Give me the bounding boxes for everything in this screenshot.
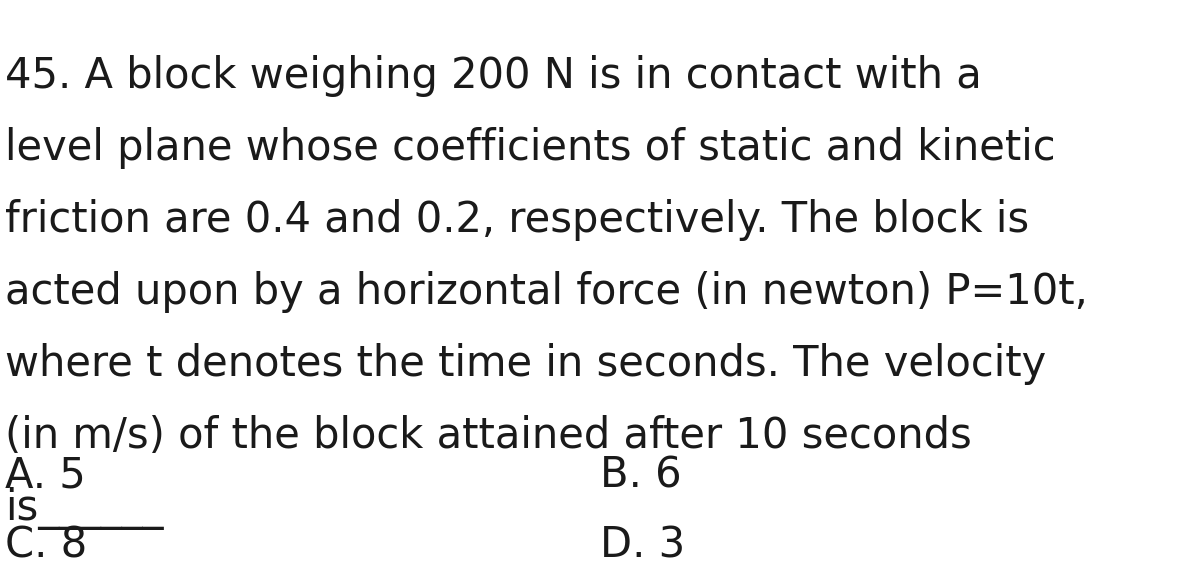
Text: A. 5: A. 5 bbox=[5, 455, 85, 497]
Text: acted upon by a horizontal force (in newton) P=10t,: acted upon by a horizontal force (in new… bbox=[5, 271, 1088, 313]
Text: B. 6: B. 6 bbox=[600, 455, 682, 497]
Text: D. 3: D. 3 bbox=[600, 525, 685, 567]
Text: friction are 0.4 and 0.2, respectively. The block is: friction are 0.4 and 0.2, respectively. … bbox=[5, 199, 1030, 241]
Text: is______: is______ bbox=[5, 487, 163, 530]
Text: 45. A block weighing 200 N is in contact with a: 45. A block weighing 200 N is in contact… bbox=[5, 55, 982, 97]
Text: (in m/s) of the block attained after 10 seconds: (in m/s) of the block attained after 10 … bbox=[5, 415, 972, 457]
Text: C. 8: C. 8 bbox=[5, 525, 88, 567]
Text: level plane whose coefficients of static and kinetic: level plane whose coefficients of static… bbox=[5, 127, 1056, 169]
Text: where t denotes the time in seconds. The velocity: where t denotes the time in seconds. The… bbox=[5, 343, 1046, 385]
